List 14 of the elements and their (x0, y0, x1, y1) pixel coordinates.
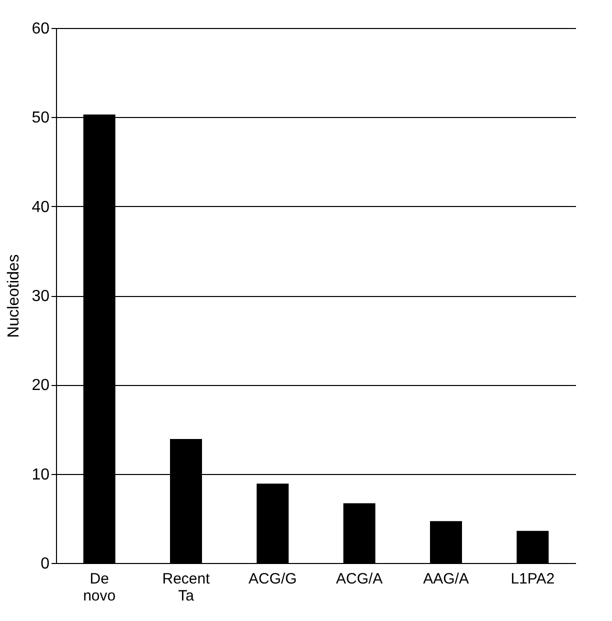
y-tick-label: 50 (32, 110, 50, 127)
y-tick-label: 40 (32, 198, 50, 216)
x-tick-label: Recent Ta (162, 570, 211, 604)
x-tick-label: De novo (83, 570, 116, 604)
x-tick-label: ACG/G (248, 570, 297, 588)
y-tick-label: 20 (32, 377, 50, 394)
y-tick-label: 0 (40, 556, 50, 572)
x-tick-label: AAG/A (423, 570, 469, 588)
y-tick-label: 10 (32, 466, 50, 484)
x-tick-label: L1PA2 (510, 570, 555, 588)
y-tick-label: 60 (32, 20, 50, 38)
y-axis-title: Nucleotides (6, 254, 23, 338)
x-tick-label: ACG/A (336, 570, 383, 588)
y-tick-label: 30 (32, 288, 50, 305)
